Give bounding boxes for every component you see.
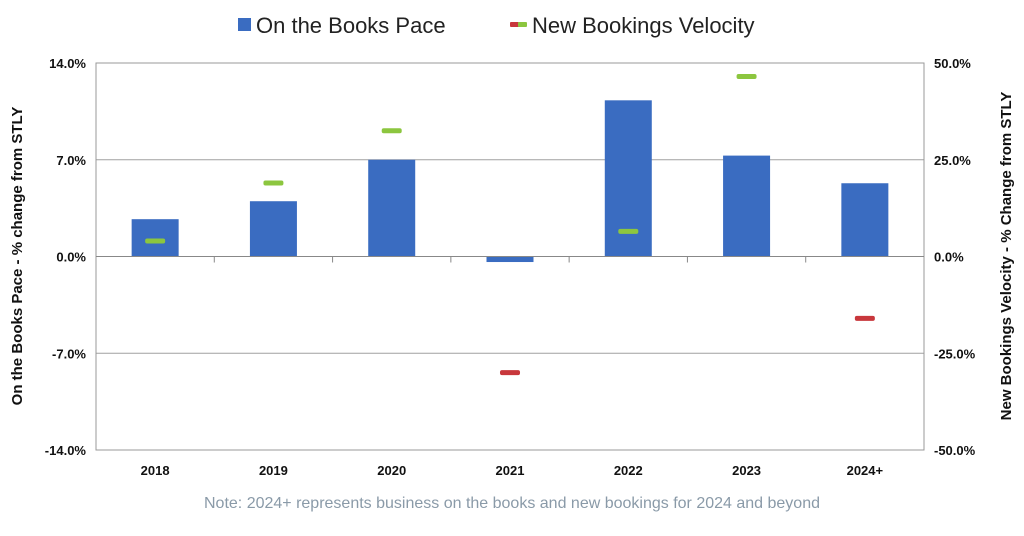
category-labels: 2018 2019 2020 2021 2022 2023 2024+ bbox=[141, 463, 884, 478]
bar bbox=[368, 159, 416, 257]
velocity-marker bbox=[263, 180, 284, 186]
left-tick-label: 7.0% bbox=[56, 153, 86, 168]
bar-series bbox=[131, 100, 889, 263]
category-label: 2024+ bbox=[847, 463, 884, 478]
right-tick-label: 25.0% bbox=[934, 153, 971, 168]
left-axis-title: On the Books Pace - % change from STLY bbox=[9, 107, 26, 406]
legend-swatch-bars bbox=[238, 18, 251, 31]
velocity-marker bbox=[854, 315, 875, 321]
bar bbox=[486, 256, 534, 263]
legend-swatch-markers bbox=[510, 22, 527, 27]
bar bbox=[841, 183, 889, 257]
right-axis-title: New Bookings Velocity - % Change from ST… bbox=[998, 92, 1015, 421]
bar bbox=[249, 201, 297, 257]
right-tick-label: 0.0% bbox=[934, 250, 964, 265]
category-label: 2020 bbox=[377, 463, 406, 478]
left-axis-ticks: 14.0% 7.0% 0.0% -7.0% -14.0% bbox=[45, 56, 87, 458]
marker-series bbox=[145, 74, 875, 376]
velocity-marker bbox=[736, 74, 757, 80]
category-label: 2023 bbox=[732, 463, 761, 478]
right-tick-label: -50.0% bbox=[934, 443, 976, 458]
chart-note: Note: 2024+ represents business on the b… bbox=[204, 495, 820, 512]
zero-axis-line bbox=[96, 256, 924, 263]
category-label: 2019 bbox=[259, 463, 288, 478]
velocity-marker bbox=[500, 370, 520, 376]
category-label: 2018 bbox=[141, 463, 170, 478]
right-tick-label: -25.0% bbox=[934, 346, 976, 361]
velocity-marker bbox=[618, 228, 639, 234]
velocity-marker bbox=[381, 128, 402, 134]
right-tick-label: 50.0% bbox=[934, 56, 971, 71]
category-label: 2022 bbox=[614, 463, 643, 478]
legend-label-bars: On the Books Pace bbox=[256, 13, 446, 38]
legend: On the Books Pace New Bookings Velocity bbox=[238, 13, 755, 38]
bar bbox=[723, 155, 771, 257]
left-tick-label: 0.0% bbox=[56, 250, 86, 265]
category-label: 2021 bbox=[496, 463, 525, 478]
left-tick-label: -7.0% bbox=[52, 346, 86, 361]
velocity-marker bbox=[145, 238, 166, 244]
bar bbox=[131, 219, 179, 257]
right-axis-ticks: 50.0% 25.0% 0.0% -25.0% -50.0% bbox=[934, 56, 976, 458]
left-tick-label: 14.0% bbox=[49, 56, 86, 71]
left-tick-label: -14.0% bbox=[45, 443, 87, 458]
legend-label-markers: New Bookings Velocity bbox=[532, 13, 755, 38]
